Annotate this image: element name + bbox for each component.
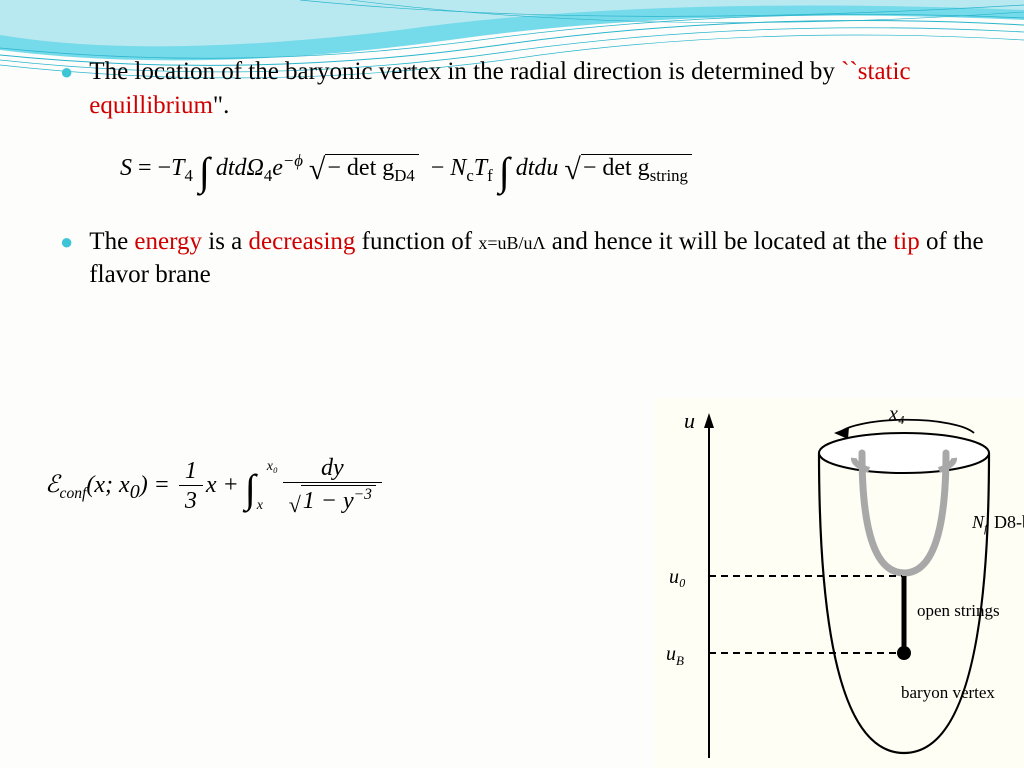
eq2-args: (x; x <box>86 472 129 498</box>
eq2-upper: x₀ <box>267 459 278 475</box>
eq1-det2: − det g <box>583 155 650 181</box>
eq1-Tf: T <box>474 155 487 181</box>
diagram-u-label: u <box>684 408 695 433</box>
slide: ● The location of the baryonic vertex in… <box>0 0 1024 768</box>
diagram-u0-label: u₀ <box>669 566 686 588</box>
diagram-d8-label: D8-bra <box>994 512 1024 532</box>
eq2-num: 1 <box>179 458 203 486</box>
diagram-Nf-label: Nf <box>971 512 989 535</box>
bullet-item-2: ● The energy is a decreasing function of… <box>60 225 984 293</box>
eq2-m3: −3 <box>354 486 372 503</box>
eq1-minus2: − <box>431 155 445 181</box>
eq2-zero: 0 <box>130 481 140 503</box>
eq2-lower: x <box>257 498 263 514</box>
b2-var: x=uB/uΛ <box>478 233 545 253</box>
eq2-sqrt: √ <box>289 492 301 517</box>
eq1-omega-sub: 4 <box>264 165 272 184</box>
eq1-e: e <box>272 155 283 181</box>
eq1-Ncsub: c <box>466 165 473 184</box>
b2-red3: tip <box>893 228 919 255</box>
equation-energy: ℰconf(x; x0) = 1 3 x + ∫ x₀ x dy √1 − y−… <box>45 455 385 518</box>
eq1-T4: T <box>171 155 184 181</box>
eq2-conf: conf <box>60 485 87 502</box>
bullet-dot-icon: ● <box>60 57 73 87</box>
b2-red2: decreasing <box>249 228 356 255</box>
eq2-close: ) = <box>140 472 176 498</box>
eq2-dy: dy <box>283 455 382 483</box>
bullet-1-quote-open: `` <box>841 58 858 85</box>
b2-pre: The <box>89 228 134 255</box>
eq1-T4sub: 4 <box>184 165 192 184</box>
eq1-string: string <box>650 165 688 184</box>
eq1-Nc: N <box>450 155 466 181</box>
eq1-S: S <box>120 155 132 181</box>
b2-mid3: and hence it will be located at the <box>546 228 894 255</box>
eq1-dtdu: dtdu <box>516 155 559 181</box>
b2-red1: energy <box>134 228 202 255</box>
eq1-sqrt1: √ <box>309 153 325 186</box>
eq2-int: ∫ <box>245 466 256 511</box>
eq2-x: x <box>206 472 217 498</box>
eq2-rad: 1 − y <box>303 488 354 514</box>
eq1-sqrt2: √ <box>564 153 580 186</box>
diagram-uB-label: uB <box>666 643 684 668</box>
bullet-1-text: The location of the baryonic vertex in t… <box>89 55 984 123</box>
equation-action: S = −T4 ∫ dtdΩ4e−ϕ √− det gD4 − NcTf ∫ d… <box>120 148 984 195</box>
bullet-2-text: The energy is a decreasing function of x… <box>89 225 984 293</box>
brane-diagram: u x₄ u₀ uB Nf D8 <box>654 398 1024 768</box>
content-area: ● The location of the baryonic vertex in… <box>0 0 1024 292</box>
diagram-baryon-vertex-label: baryon vertex <box>901 683 995 702</box>
eq1-det1: − det g <box>327 155 394 181</box>
diagram-open-strings-label: open strings <box>917 601 1000 620</box>
eq2-den: 3 <box>179 486 203 515</box>
bullet-1-quote-close: ". <box>213 92 229 119</box>
eq1-exp: −ϕ <box>283 151 303 170</box>
eq1-D4: D4 <box>394 165 415 184</box>
eq2-E: ℰ <box>45 472 60 498</box>
bullet-dot-icon-2: ● <box>60 227 73 257</box>
diagram-x4-label: x₄ <box>888 403 905 425</box>
eq1-int2: ∫ <box>499 149 510 194</box>
eq1-dtdOmega: dtdΩ <box>216 155 264 181</box>
b2-mid1: is a <box>202 228 249 255</box>
eq2-plus: + <box>217 472 245 498</box>
bullet-item-1: ● The location of the baryonic vertex in… <box>60 55 984 123</box>
bullet-1-pre: The location of the baryonic vertex in t… <box>89 58 841 85</box>
brane-diagram-svg: u x₄ u₀ uB Nf D8 <box>654 398 1024 768</box>
eq1-minus1: − <box>158 155 172 181</box>
b2-mid2: function of <box>355 228 478 255</box>
eq1-eq: = <box>132 155 158 181</box>
eq1-int1: ∫ <box>199 149 210 194</box>
eq1-Tfsub: f <box>487 165 493 184</box>
